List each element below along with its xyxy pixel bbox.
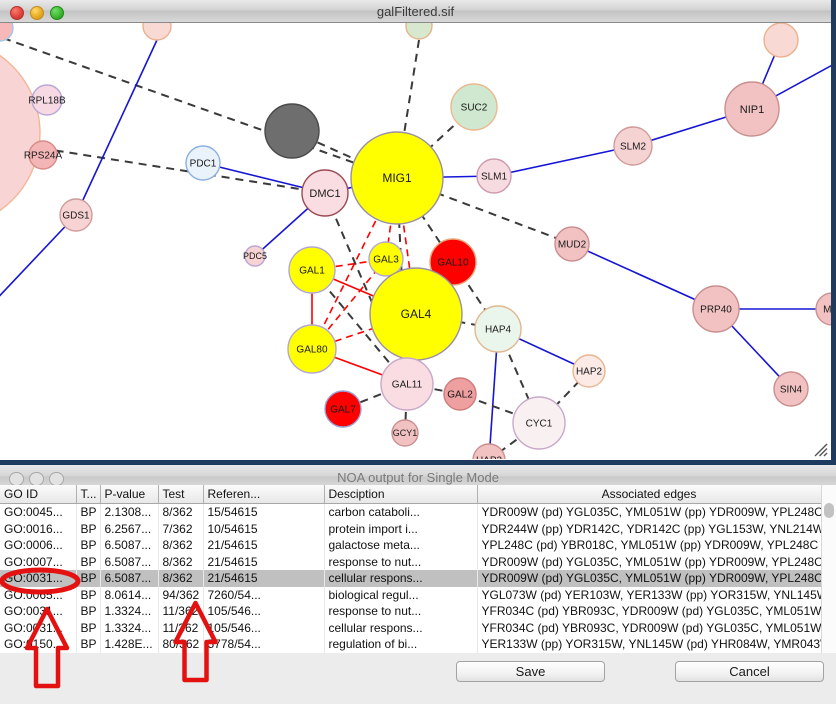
svg-text:RPS24A: RPS24A bbox=[24, 151, 63, 162]
svg-text:HAP3: HAP3 bbox=[476, 456, 503, 460]
svg-text:GAL3: GAL3 bbox=[373, 255, 399, 266]
svg-text:PRP40: PRP40 bbox=[700, 305, 732, 316]
svg-text:GAL80: GAL80 bbox=[296, 345, 328, 356]
svg-text:GAL11: GAL11 bbox=[392, 380, 423, 391]
svg-text:SIN4: SIN4 bbox=[780, 385, 803, 396]
svg-text:PDC5: PDC5 bbox=[243, 251, 267, 261]
svg-text:GAL2: GAL2 bbox=[447, 390, 473, 401]
svg-text:GCY1: GCY1 bbox=[393, 428, 418, 438]
svg-text:GDS1: GDS1 bbox=[62, 211, 90, 222]
svg-text:RPL18B: RPL18B bbox=[28, 96, 66, 107]
svg-text:CYC1: CYC1 bbox=[526, 419, 553, 430]
svg-text:SUC2: SUC2 bbox=[461, 103, 488, 114]
svg-text:HAP2: HAP2 bbox=[576, 367, 603, 378]
svg-text:GAL4: GAL4 bbox=[401, 307, 432, 321]
svg-text:GAL10: GAL10 bbox=[437, 258, 469, 269]
svg-text:SLM1: SLM1 bbox=[481, 172, 508, 183]
svg-text:PDC1: PDC1 bbox=[190, 159, 217, 170]
svg-text:NIP1: NIP1 bbox=[740, 104, 764, 116]
svg-text:SLM2: SLM2 bbox=[620, 142, 647, 153]
svg-text:MSI: MSI bbox=[823, 305, 836, 316]
svg-text:MUD2: MUD2 bbox=[558, 240, 587, 251]
svg-text:GAL1: GAL1 bbox=[299, 266, 325, 277]
svg-text:GAL7: GAL7 bbox=[330, 405, 356, 416]
svg-text:HAP4: HAP4 bbox=[485, 325, 512, 336]
svg-text:DMC1: DMC1 bbox=[309, 188, 340, 200]
svg-text:MIG1: MIG1 bbox=[382, 171, 412, 185]
